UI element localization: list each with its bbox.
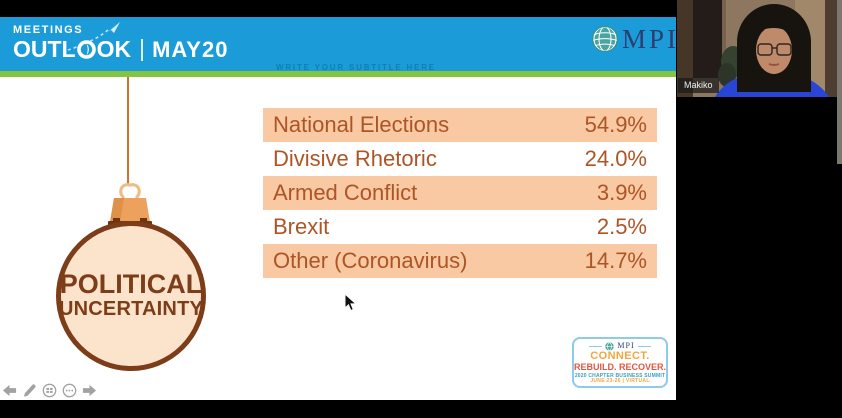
table-row: Brexit 2.5%: [263, 210, 657, 244]
badge-logo-row: MPI: [574, 341, 666, 351]
subtitle-placeholder: WRITE YOUR SUBTITLE HERE: [276, 63, 436, 72]
row-label: Other (Coronavirus): [273, 248, 468, 273]
brand-outlook-left: OUTL: [13, 36, 76, 62]
panel-edge-strip: [837, 0, 842, 164]
badge-date: JUNE 23-26 | VIRTUAL: [590, 378, 650, 385]
table-row: Other (Coronavirus) 14.7%: [263, 244, 657, 278]
row-label: Armed Conflict: [273, 180, 418, 205]
table-row: National Elections 54.9%: [263, 108, 657, 142]
brand-divider: [141, 38, 144, 61]
participant-name-label: Makiko: [678, 78, 719, 93]
brand: MEETINGS OUTL OK MAY20: [13, 25, 228, 61]
row-label: Divisive Rhetoric: [273, 146, 437, 171]
survey-table: National Elections 54.9% Divisive Rhetor…: [263, 108, 657, 278]
brand-outlook: OUTL OK MAY20: [13, 38, 228, 61]
mpi-globe-icon: [591, 25, 619, 53]
previous-slide-button[interactable]: [2, 383, 17, 398]
mpi-logo-text: MPI: [622, 23, 680, 54]
badge-summit: 2020 CHAPTER BUSINESS SUMMIT: [574, 372, 666, 379]
badge-mpi-text: MPI: [617, 340, 635, 350]
badge-globe-icon: [605, 341, 615, 351]
presenter-toolbar: [2, 383, 97, 398]
header-stripe: [0, 71, 676, 77]
badge-rule-left: [589, 345, 603, 347]
globe-o-icon: [76, 40, 96, 59]
ornament-title-line2: UNCERTAINTY: [58, 298, 204, 320]
see-all-slides-button[interactable]: [42, 383, 57, 398]
badge-rebuild-recover: REBUILD. RECOVER.: [574, 361, 667, 372]
table-row: Divisive Rhetoric 24.0%: [263, 142, 657, 176]
row-label: Brexit: [273, 214, 330, 239]
row-value: 2.5%: [596, 214, 647, 239]
ornament-string: [127, 77, 129, 184]
header-band: [0, 17, 676, 71]
row-value: 54.9%: [584, 112, 647, 137]
brand-meetings: MEETINGS: [13, 24, 84, 36]
ornament-title-line1: POLITICAL: [59, 269, 203, 299]
badge-connect: CONNECT.: [590, 350, 650, 362]
mpi-logo: MPI: [591, 25, 679, 53]
paper-plane-icon: [67, 22, 120, 51]
table-row: Armed Conflict 3.9%: [263, 176, 657, 210]
issue-label: MAY20: [152, 36, 229, 62]
pen-annotate-button[interactable]: [22, 383, 37, 398]
more-options-button[interactable]: [62, 383, 77, 398]
next-slide-button[interactable]: [82, 383, 97, 398]
participant-video[interactable]: Makiko: [677, 0, 842, 97]
shared-slide: MEETINGS OUTL OK MAY20 WRITE YOUR SUBTIT…: [0, 17, 676, 400]
row-value: 3.9%: [596, 180, 647, 205]
row-label: National Elections: [273, 112, 450, 137]
brand-outlook-right: OK: [96, 36, 132, 62]
event-badge: MPI CONNECT. REBUILD. RECOVER. 2020 CHAP…: [572, 337, 668, 388]
ornament-circle: POLITICAL UNCERTAINTY: [56, 221, 206, 371]
mouse-cursor: [344, 293, 357, 312]
row-value: 24.0%: [584, 146, 647, 171]
badge-rule-right: [637, 345, 651, 347]
row-value: 14.7%: [584, 248, 647, 273]
